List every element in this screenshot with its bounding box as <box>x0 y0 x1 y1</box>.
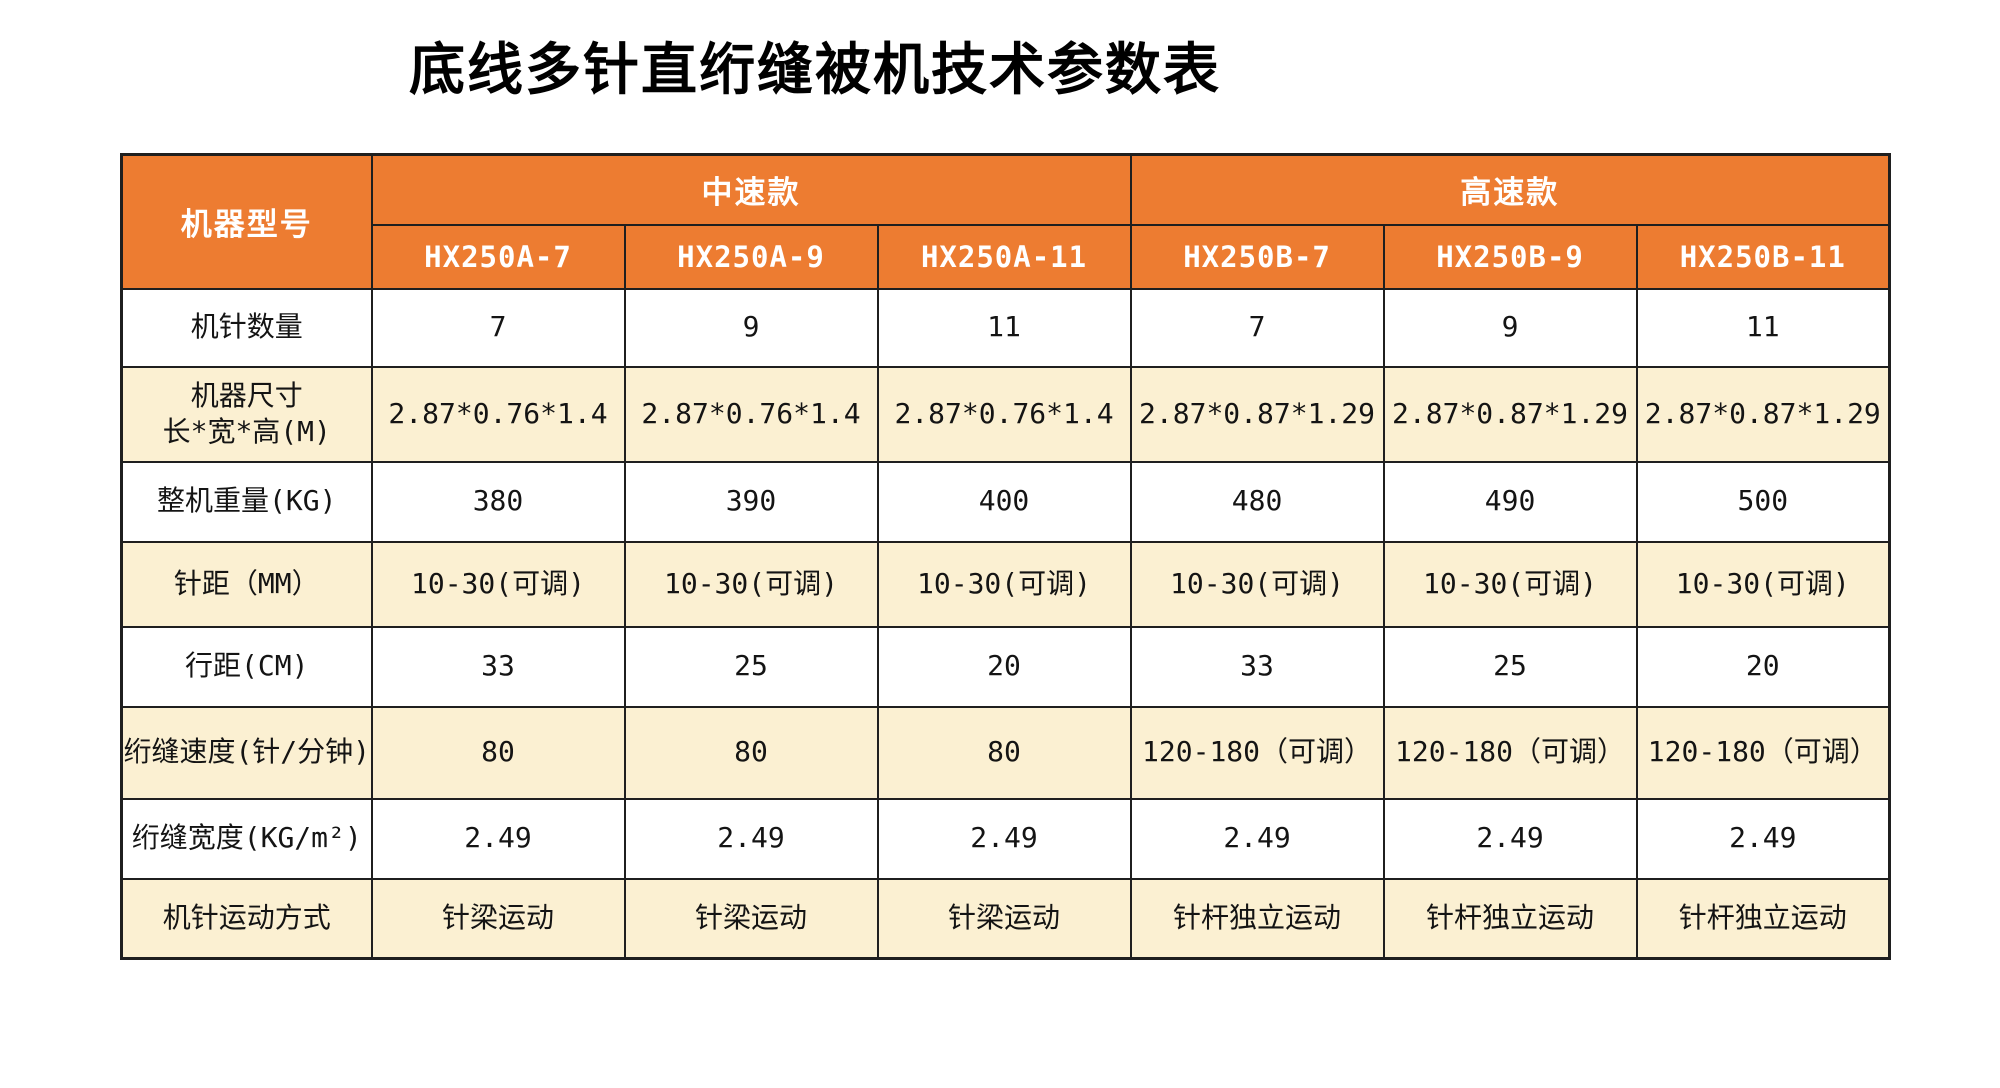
row-label-cell: 机针数量 <box>120 287 373 368</box>
row-label-cell: 绗缝速度(针/分钟) <box>120 705 373 800</box>
model-header-cell: HX250B-7 <box>1129 223 1385 290</box>
row-label: 针距（MM） <box>173 566 320 600</box>
value-cell: 390 <box>623 460 879 543</box>
model-header-cell: HX250A-9 <box>623 223 879 290</box>
value-cell: 2.87*0.87*1.29 <box>1382 365 1638 463</box>
value-cell: 9 <box>1382 287 1638 368</box>
value-cell: 120-180（可调） <box>1635 705 1891 800</box>
value-cell: 2.87*0.76*1.4 <box>370 365 626 463</box>
value-cell: 针杆独立运动 <box>1635 877 1891 960</box>
model-header-cell: HX250A-11 <box>876 223 1132 290</box>
value-cell: 10-30(可调) <box>1382 540 1638 628</box>
model-header-cell: HX250B-11 <box>1635 223 1891 290</box>
value-cell: 10-30(可调) <box>1635 540 1891 628</box>
table-row-row-spacing: 行距(CM) 33 25 20 33 25 20 <box>120 625 1891 708</box>
value-cell: 7 <box>1129 287 1385 368</box>
row-label-cell: 整机重量(KG) <box>120 460 373 543</box>
model-header-cell: HX250B-9 <box>1382 223 1638 290</box>
corner-header-cell: 机器型号 <box>120 153 373 290</box>
row-label: 行距(CM) <box>185 649 309 683</box>
value-cell: 11 <box>1635 287 1891 368</box>
row-label: 机针运动方式 <box>162 901 331 935</box>
value-cell: 11 <box>876 287 1132 368</box>
value-cell: 10-30(可调) <box>623 540 879 628</box>
row-label-cell: 针距（MM） <box>120 540 373 628</box>
value-cell: 80 <box>370 705 626 800</box>
value-cell: 80 <box>623 705 879 800</box>
table-row-machine-weight: 整机重量(KG) 380 390 400 480 490 500 <box>120 460 1891 543</box>
value-cell: 120-180（可调） <box>1382 705 1638 800</box>
table-row-quilting-speed: 绗缝速度(针/分钟) 80 80 80 120-180（可调） 120-180（… <box>120 705 1891 800</box>
value-cell: 33 <box>1129 625 1385 708</box>
value-cell: 10-30(可调) <box>876 540 1132 628</box>
table-row-needle-count: 机针数量 7 9 11 7 9 11 <box>120 287 1891 368</box>
value-cell: 2.87*0.76*1.4 <box>623 365 879 463</box>
value-cell: 25 <box>1382 625 1638 708</box>
value-cell: 120-180（可调） <box>1129 705 1385 800</box>
value-cell: 490 <box>1382 460 1638 543</box>
table-row-needle-pitch: 针距（MM） 10-30(可调) 10-30(可调) 10-30(可调) 10-… <box>120 540 1891 628</box>
value-cell: 针梁运动 <box>876 877 1132 960</box>
value-cell: 400 <box>876 460 1132 543</box>
row-label: 机器尺寸 <box>190 378 303 412</box>
value-cell: 33 <box>370 625 626 708</box>
spec-table: 机器型号 中速款 高速款 HX250A-7 HX250A-9 HX250A-11… <box>120 153 1892 961</box>
value-cell: 针梁运动 <box>370 877 626 960</box>
row-label-cell: 机器尺寸 长*宽*高(M) <box>120 365 373 463</box>
value-cell: 2.87*0.87*1.29 <box>1129 365 1385 463</box>
row-label: 绗缝速度(针/分钟) <box>123 735 371 769</box>
value-cell: 2.49 <box>1382 797 1638 880</box>
value-cell: 2.49 <box>1129 797 1385 880</box>
value-cell: 2.49 <box>370 797 626 880</box>
table-row-needle-motion: 机针运动方式 针梁运动 针梁运动 针梁运动 针杆独立运动 针杆独立运动 针杆独立… <box>120 877 1891 960</box>
table-header: 机器型号 中速款 高速款 HX250A-7 HX250A-9 HX250A-11… <box>120 153 1891 290</box>
value-cell: 7 <box>370 287 626 368</box>
value-cell: 500 <box>1635 460 1891 543</box>
value-cell: 2.49 <box>623 797 879 880</box>
row-label-cell: 机针运动方式 <box>120 877 373 960</box>
group-header-row: 机器型号 中速款 高速款 <box>120 153 1891 290</box>
value-cell: 2.49 <box>876 797 1132 880</box>
row-label: 整机重量(KG) <box>157 484 337 518</box>
value-cell: 20 <box>1635 625 1891 708</box>
row-label-cell: 绗缝宽度(KG/m²) <box>120 797 373 880</box>
value-cell: 2.87*0.87*1.29 <box>1635 365 1891 463</box>
value-cell: 20 <box>876 625 1132 708</box>
value-cell: 针杆独立运动 <box>1129 877 1385 960</box>
row-label-line2: 长*宽*高(M) <box>162 415 331 449</box>
page-title: 底线多针直绗缝被机技术参数表 <box>409 38 1221 101</box>
row-label: 绗缝宽度(KG/m²) <box>131 821 362 855</box>
group-header-medium-speed: 中速款 <box>370 153 1132 226</box>
value-cell: 2.49 <box>1635 797 1891 880</box>
model-header-row: HX250A-7 HX250A-9 HX250A-11 HX250B-7 HX2… <box>122 223 1891 290</box>
value-cell: 针杆独立运动 <box>1382 877 1638 960</box>
row-label: 机针数量 <box>190 310 303 344</box>
value-cell: 25 <box>623 625 879 708</box>
value-cell: 80 <box>876 705 1132 800</box>
row-label-cell: 行距(CM) <box>120 625 373 708</box>
value-cell: 10-30(可调) <box>1129 540 1385 628</box>
value-cell: 380 <box>370 460 626 543</box>
value-cell: 2.87*0.76*1.4 <box>876 365 1132 463</box>
table-row-quilting-width: 绗缝宽度(KG/m²) 2.49 2.49 2.49 2.49 2.49 2.4… <box>120 797 1891 880</box>
value-cell: 10-30(可调) <box>370 540 626 628</box>
table-row-machine-size: 机器尺寸 长*宽*高(M) 2.87*0.76*1.4 2.87*0.76*1.… <box>120 365 1891 463</box>
table-body: 机针数量 7 9 11 7 9 11 机器尺寸 长*宽*高(M) 2.87*0.… <box>120 287 1891 960</box>
group-header-high-speed: 高速款 <box>1129 153 1891 226</box>
value-cell: 9 <box>623 287 879 368</box>
value-cell: 针梁运动 <box>623 877 879 960</box>
value-cell: 480 <box>1129 460 1385 543</box>
model-header-cell: HX250A-7 <box>370 223 626 290</box>
